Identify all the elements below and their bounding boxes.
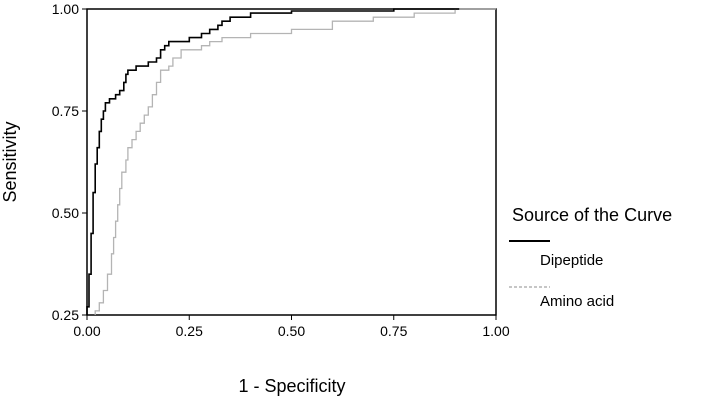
x-tick-label: 0.50: [278, 323, 305, 339]
x-tick-label: 0.25: [176, 323, 203, 339]
legend-label-amino-acid: Amino acid: [540, 293, 614, 310]
y-tick-label: 0.25: [52, 307, 79, 323]
legend-label-dipeptide: Dipeptide: [540, 252, 603, 269]
x-tick-label: 1.00: [482, 323, 509, 339]
series-line-dipeptide: [86, 8, 460, 315]
x-tick-label: 0.00: [73, 323, 100, 339]
series-line-amino-acid: [94, 8, 496, 315]
y-axis-ticks: 0.25 0.50 0.75 1.00: [52, 1, 87, 323]
legend-title: Source of the Curve: [512, 205, 672, 225]
series-layer: [86, 8, 496, 315]
y-tick-label: 0.50: [52, 205, 79, 221]
legend: Source of the Curve Dipeptide Amino acid: [509, 205, 672, 310]
y-tick-label: 1.00: [52, 1, 79, 17]
y-axis-title: Sensitivity: [0, 121, 20, 202]
x-axis-ticks: 0.00 0.25 0.50 0.75 1.00: [73, 315, 510, 339]
x-tick-label: 0.75: [380, 323, 407, 339]
x-axis-title: 1 - Specificity: [238, 376, 345, 396]
y-tick-label: 0.75: [52, 103, 79, 119]
plot-frame: [86, 8, 497, 316]
